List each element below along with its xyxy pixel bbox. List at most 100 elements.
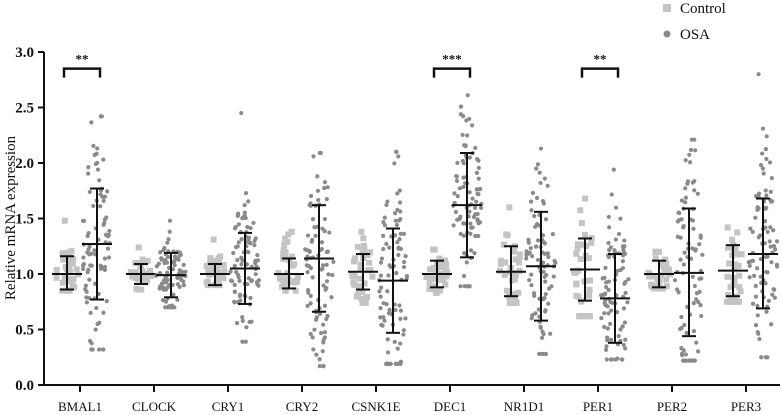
data-point: [513, 299, 520, 306]
data-point: [683, 158, 688, 163]
data-point: [61, 274, 68, 281]
data-point: [751, 273, 757, 278]
data-point: [89, 251, 94, 256]
point-group: [274, 228, 304, 294]
data-point: [476, 192, 481, 197]
category-label: PER3: [731, 399, 761, 414]
data-point: [98, 204, 103, 209]
data-point: [96, 347, 102, 352]
data-point: [694, 297, 699, 302]
data-point: [461, 273, 467, 279]
data-point: [378, 315, 383, 320]
data-point: [141, 259, 148, 266]
data-point: [512, 256, 519, 263]
data-point: [618, 267, 623, 273]
data-point: [305, 287, 311, 293]
data-point: [497, 257, 504, 264]
data-point: [615, 356, 620, 361]
data-point: [534, 166, 539, 171]
data-point: [618, 327, 623, 332]
data-point: [436, 255, 443, 262]
data-point: [672, 278, 678, 283]
data-point: [756, 331, 761, 336]
data-point: [292, 279, 299, 286]
data-point: [542, 241, 547, 246]
data-point: [352, 255, 359, 262]
data-point: [602, 324, 607, 330]
data-point: [545, 183, 550, 188]
data-point: [246, 199, 251, 204]
data-point: [753, 294, 758, 299]
data-point: [307, 202, 312, 208]
data-point: [379, 285, 384, 290]
data-point: [221, 268, 228, 275]
data-point: [318, 330, 324, 336]
data-point: [437, 264, 444, 271]
data-point: [604, 285, 609, 290]
data-point: [536, 307, 541, 312]
data-point: [621, 250, 626, 255]
data-point: [324, 262, 329, 267]
data-point: [698, 233, 703, 238]
data-point: [330, 272, 335, 278]
data-point: [763, 355, 768, 360]
data-point: [620, 324, 625, 329]
data-point: [503, 287, 510, 294]
data-point: [403, 316, 408, 321]
data-point: [737, 288, 744, 295]
data-point: [731, 261, 738, 268]
data-point: [661, 265, 668, 272]
data-point: [689, 137, 694, 142]
data-point: [166, 254, 171, 260]
data-point: [526, 251, 531, 256]
data-point: [324, 249, 329, 255]
data-point: [691, 358, 696, 363]
data-point: [497, 260, 504, 267]
data-point: [690, 246, 695, 251]
data-point: [731, 278, 738, 285]
data-point: [620, 259, 626, 264]
category-label: DEC1: [434, 399, 467, 414]
data-point: [377, 289, 382, 294]
data-point: [386, 311, 392, 316]
data-point: [243, 339, 248, 344]
data-point: [473, 145, 478, 151]
data-point: [159, 256, 164, 261]
data-point: [543, 279, 548, 284]
data-point: [476, 176, 481, 181]
data-point: [329, 295, 334, 300]
data-point: [686, 358, 691, 363]
data-point: [540, 329, 545, 334]
significance-bracket: **: [62, 52, 102, 78]
significance-annotations: ** *** **: [62, 52, 620, 78]
data-point: [281, 242, 288, 249]
data-point: [381, 315, 386, 320]
data-point: [207, 255, 214, 262]
data-point: [473, 233, 478, 239]
data-point: [235, 257, 240, 263]
data-point: [535, 257, 541, 263]
data-point: [475, 157, 480, 162]
data-point: [354, 243, 361, 250]
data-point: [763, 188, 768, 193]
data-point: [396, 154, 401, 159]
y-tick-label: 2.5: [15, 101, 34, 117]
data-point: [608, 321, 613, 326]
data-point: [394, 222, 399, 228]
data-point: [529, 316, 534, 321]
data-point: [769, 175, 774, 181]
data-point: [510, 248, 517, 255]
data-point: [526, 240, 531, 245]
data-point: [248, 295, 253, 301]
data-point: [249, 278, 255, 283]
data-point: [70, 256, 77, 263]
data-point: [616, 333, 621, 339]
y-tick-label: 2.0: [15, 156, 34, 172]
data-point: [458, 284, 463, 289]
data-point: [385, 337, 390, 342]
data-point: [606, 287, 611, 293]
data-point: [366, 259, 373, 266]
data-point: [533, 311, 538, 316]
data-point: [59, 279, 66, 286]
data-point: [381, 220, 386, 225]
